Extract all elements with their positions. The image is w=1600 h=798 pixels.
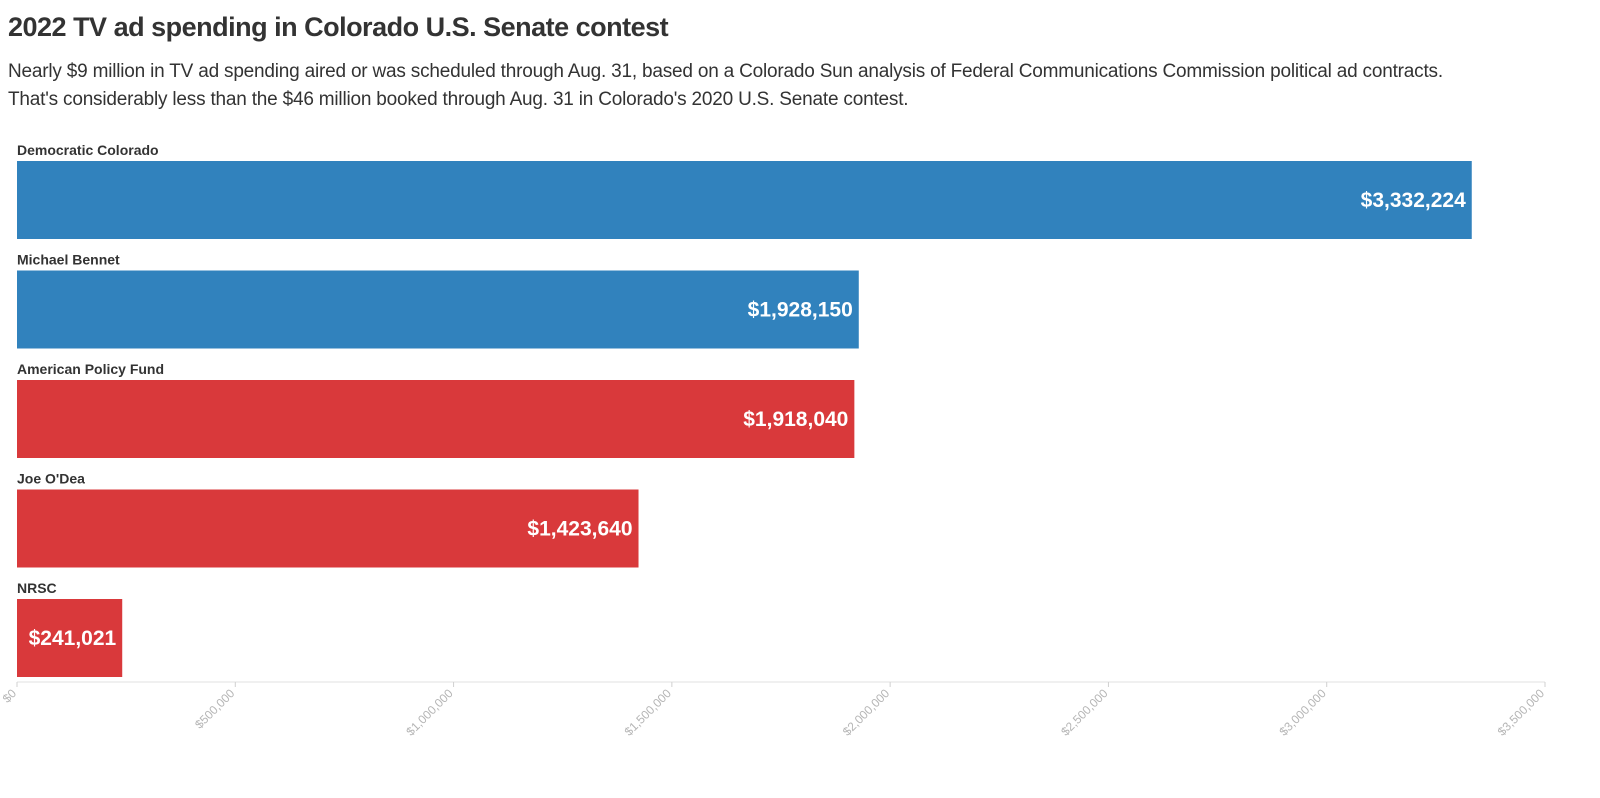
chart-title: 2022 TV ad spending in Colorado U.S. Sen… bbox=[8, 12, 669, 42]
bar-value-label: $1,918,040 bbox=[743, 408, 848, 431]
bar bbox=[17, 489, 639, 568]
x-axis-tick-label: $1,500,000 bbox=[622, 686, 675, 739]
x-axis-tick-label: $500,000 bbox=[192, 686, 238, 732]
subtitle-line-1: Nearly $9 million in TV ad spending aire… bbox=[8, 61, 1443, 82]
bar bbox=[17, 599, 123, 677]
subtitle-line-2: That's considerably less than the $46 mi… bbox=[8, 89, 909, 110]
x-axis-tick-label: $2,500,000 bbox=[1058, 686, 1111, 739]
bar-value-label: $1,423,640 bbox=[527, 518, 632, 541]
bar-category-label: Democratic Colorado bbox=[17, 142, 159, 158]
bar-value-label: $1,928,150 bbox=[748, 299, 853, 322]
x-axis-tick-label: $3,000,000 bbox=[1276, 686, 1329, 739]
bar-category-label: NRSC bbox=[17, 580, 57, 596]
bar bbox=[17, 380, 855, 458]
bar bbox=[17, 161, 1472, 239]
bar-category-label: American Policy Fund bbox=[17, 361, 164, 377]
bar bbox=[17, 270, 859, 349]
bar-value-label: $3,332,224 bbox=[1361, 189, 1466, 212]
x-axis-tick-label: $1,000,000 bbox=[403, 686, 456, 739]
x-axis-tick-label: $3,500,000 bbox=[1495, 686, 1548, 739]
x-axis-tick-label: $2,000,000 bbox=[840, 686, 893, 739]
bar-value-label: $241,021 bbox=[29, 627, 117, 650]
bar-category-label: Joe O'Dea bbox=[17, 471, 85, 487]
bar-category-label: Michael Bennet bbox=[17, 252, 120, 268]
x-axis-tick-label: $0 bbox=[0, 686, 19, 706]
chart-subtitle: Nearly $9 million in TV ad spending aire… bbox=[8, 58, 1593, 114]
